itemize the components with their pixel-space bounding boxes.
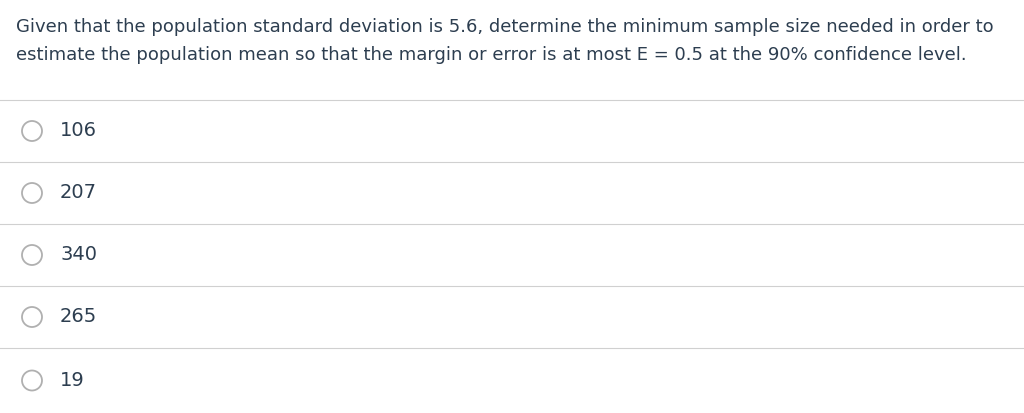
Text: Given that the population standard deviation is 5.6, determine the minimum sampl: Given that the population standard devia… <box>16 18 993 36</box>
Text: 106: 106 <box>60 121 97 140</box>
Text: 207: 207 <box>60 183 97 202</box>
Text: 340: 340 <box>60 245 97 264</box>
Text: estimate the population mean so that the margin or error is at most E = 0.5 at t: estimate the population mean so that the… <box>16 46 967 64</box>
Text: 265: 265 <box>60 308 97 327</box>
Text: 19: 19 <box>60 371 85 390</box>
